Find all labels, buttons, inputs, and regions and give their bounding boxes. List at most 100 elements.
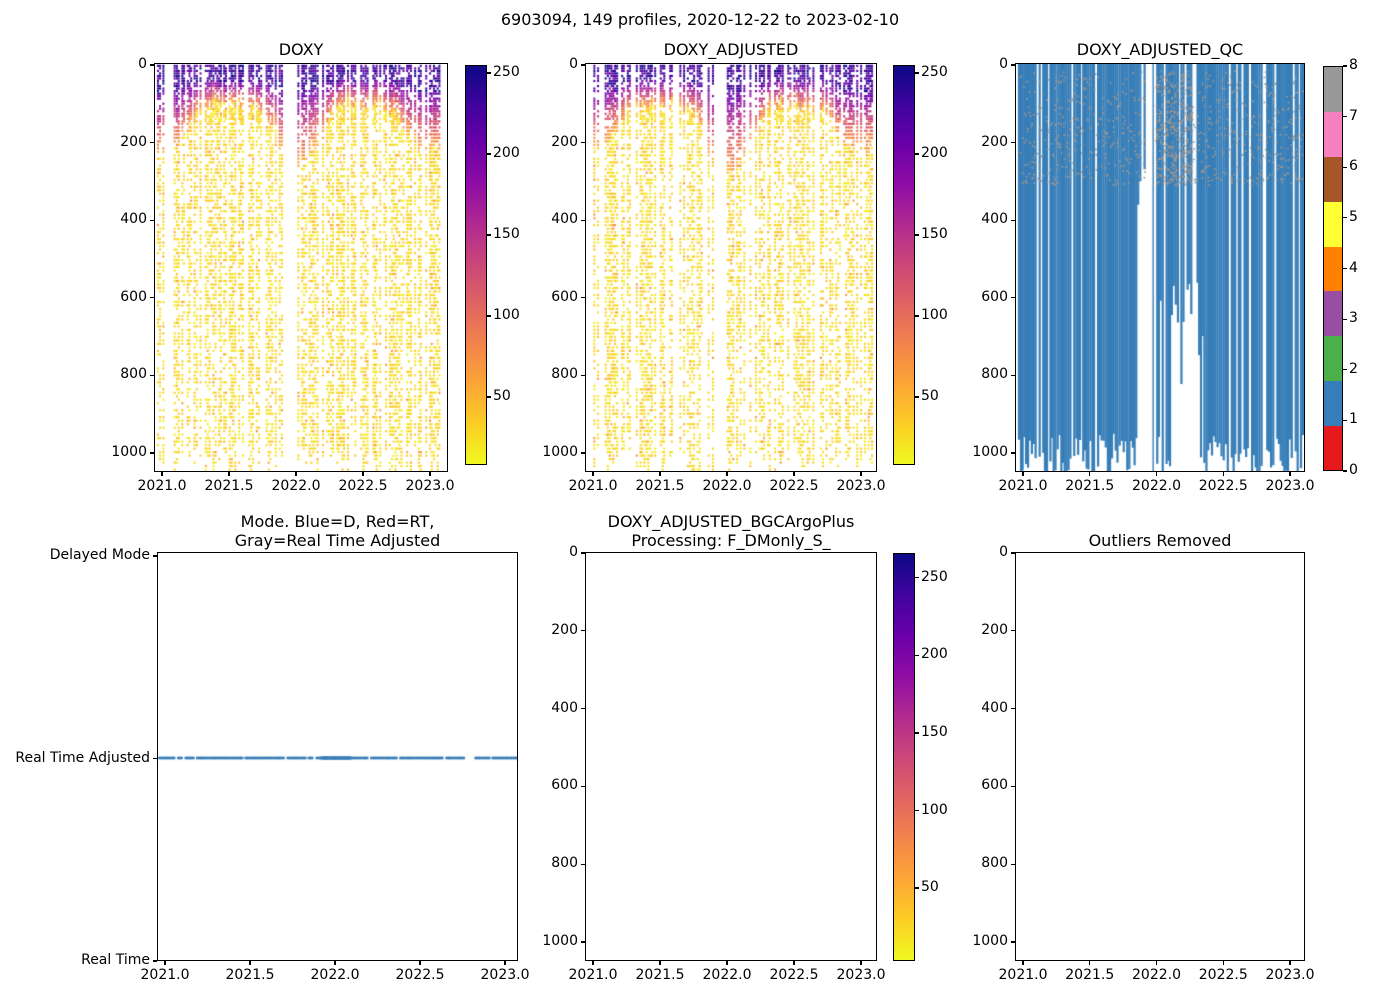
x-tick-mark	[1289, 472, 1291, 476]
y-tick-mark	[581, 708, 585, 710]
x-tick-mark	[726, 472, 728, 476]
qc-colorbar	[1323, 66, 1343, 471]
qc-colorbar-segment	[1324, 246, 1342, 292]
colorbar-tick-label: 7	[1349, 107, 1358, 124]
y-tick-mark	[581, 297, 585, 299]
y-tick-mark	[1011, 64, 1015, 66]
y-tick-label: 400	[551, 699, 578, 716]
x-tick-label: 2022.5	[769, 967, 819, 983]
y-tick-label: Real Time	[81, 952, 150, 968]
y-tick-mark	[1011, 452, 1015, 454]
y-tick-mark	[581, 941, 585, 943]
y-tick-label: 1000	[542, 933, 578, 949]
y-tick-mark	[150, 374, 154, 376]
y-tick-mark	[1011, 219, 1015, 221]
y-tick-label: 400	[120, 211, 147, 228]
colorbar-tick-mark	[487, 234, 491, 236]
y-tick-label: 0	[138, 56, 147, 72]
x-tick-label: 2021.5	[225, 967, 275, 983]
x-tick-label: 2022.0	[702, 478, 752, 494]
x-tick-mark	[161, 472, 163, 476]
y-tick-label: Delayed Mode	[49, 547, 150, 563]
doxy-adjusted-qc-axes	[1015, 63, 1305, 472]
colorbar-tick-mark	[1343, 166, 1347, 168]
x-tick-label: 2022.0	[1132, 967, 1181, 983]
colorbar-tick-mark	[915, 396, 919, 398]
colorbar-tick-label: 250	[921, 64, 948, 81]
x-tick-mark	[1022, 472, 1024, 476]
qc-colorbar-segment	[1324, 380, 1342, 426]
x-tick-label: 2021.5	[635, 478, 685, 494]
y-tick-mark	[153, 555, 157, 557]
colorbar-tick-label: 3	[1349, 310, 1358, 327]
colorbar-tick-mark	[915, 809, 919, 812]
colorbar-tick-label: 1	[1349, 411, 1358, 428]
doxy-scatter-canvas	[155, 64, 447, 471]
y-tick-label: Real Time Adjusted	[15, 749, 150, 766]
x-tick-mark	[429, 472, 431, 476]
y-tick-mark	[150, 64, 154, 66]
x-tick-mark	[1155, 961, 1158, 965]
colorbar-tick-mark	[915, 654, 919, 656]
x-tick-label: 2022.0	[702, 967, 752, 983]
y-tick-label: 600	[120, 288, 147, 305]
colorbar-tick-label: 100	[921, 307, 948, 323]
colorbar-tick-mark	[915, 72, 919, 74]
y-tick-label: 200	[551, 133, 578, 150]
x-tick-label: 2021.0	[140, 967, 190, 983]
colorbar-tick-label: 250	[921, 568, 948, 585]
x-tick-mark	[334, 961, 336, 965]
x-tick-mark	[793, 472, 795, 476]
y-tick-mark	[1011, 142, 1015, 144]
y-tick-mark	[581, 863, 585, 865]
colorbar-tick-label: 150	[493, 226, 520, 243]
x-tick-mark	[592, 961, 594, 965]
x-tick-mark	[1222, 472, 1224, 476]
colorbar-tick-label: 200	[921, 646, 948, 663]
y-tick-label: 1000	[972, 933, 1008, 949]
colorbar-tick-mark	[487, 72, 491, 74]
y-tick-mark	[581, 630, 585, 632]
x-tick-mark	[228, 472, 230, 476]
x-tick-mark	[504, 961, 506, 965]
x-tick-mark	[1155, 472, 1158, 476]
doxy-adjusted-axes	[585, 63, 877, 472]
colorbar-tick-mark	[1343, 267, 1347, 270]
x-tick-label: 2021.0	[568, 478, 618, 494]
x-tick-label: 2023.0	[480, 967, 530, 983]
y-tick-label: 0	[999, 56, 1008, 72]
x-tick-label: 2021.0	[998, 967, 1048, 983]
qc-colorbar-segment	[1324, 156, 1342, 202]
colorbar-tick-label: 5	[1349, 208, 1358, 225]
y-tick-mark	[1011, 630, 1015, 632]
y-tick-mark	[581, 64, 585, 66]
y-tick-label: 1000	[542, 444, 578, 460]
y-tick-label: 400	[981, 211, 1008, 228]
colorbar-tick-mark	[487, 153, 491, 155]
x-tick-label: 2021.0	[998, 478, 1048, 494]
colorbar-tick-label: 0	[1349, 462, 1358, 478]
y-tick-mark	[153, 960, 157, 962]
qc-colorbar-segment	[1324, 67, 1342, 113]
y-tick-label: 400	[551, 211, 578, 228]
colorbar-tick-label: 50	[493, 387, 511, 404]
colorbar-tick-mark	[1343, 419, 1347, 421]
x-tick-label: 2022.5	[769, 478, 819, 494]
y-tick-mark	[150, 142, 154, 144]
x-tick-label: 2022.0	[310, 967, 360, 983]
x-tick-mark	[419, 961, 421, 965]
panel-title-doxy-adjusted: DOXY_ADJUSTED	[663, 40, 799, 59]
y-tick-label: 800	[551, 366, 578, 383]
colorbar-tick-mark	[915, 234, 919, 236]
colorbar-tick-mark	[915, 315, 919, 317]
y-tick-label: 200	[120, 133, 147, 150]
outliers-removed-axes	[1015, 552, 1305, 961]
y-tick-label: 200	[551, 621, 578, 638]
colorbar-tick-mark	[915, 732, 919, 734]
colorbar-tick-mark	[487, 396, 491, 398]
mode-axes	[157, 552, 518, 961]
panel-title-mode: Mode. Blue=D, Red=RT, Gray=Real Time Adj…	[234, 512, 441, 550]
y-tick-label: 200	[981, 621, 1008, 638]
colorbar-tick-label: 150	[921, 723, 948, 740]
y-tick-label: 800	[981, 855, 1008, 872]
